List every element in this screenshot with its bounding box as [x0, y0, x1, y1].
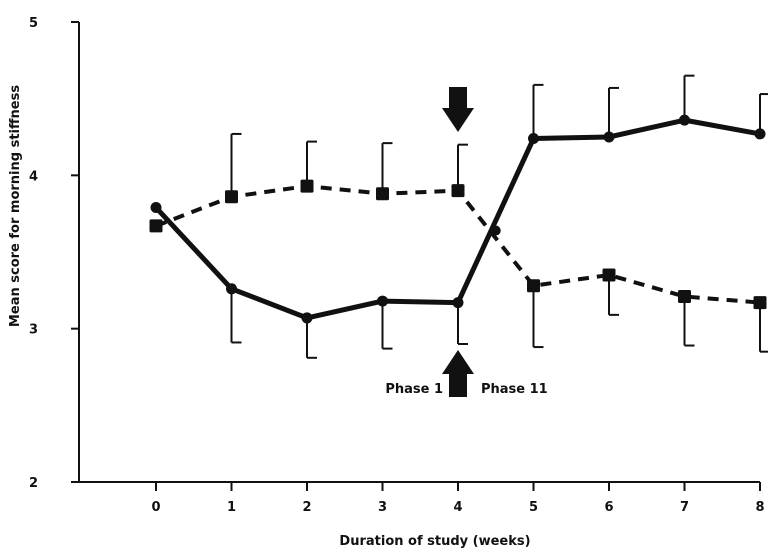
solid-series-point	[528, 133, 539, 145]
dashed-series-line	[155, 184, 761, 305]
line-crossing-point	[490, 225, 501, 236]
solid-series-point	[150, 202, 162, 214]
dashed-series-point	[753, 296, 767, 310]
up-arrow-icon	[442, 350, 474, 397]
x-tick-label: 6	[604, 500, 613, 515]
phase-1-label: Phase 1	[385, 382, 443, 397]
solid-series-point	[679, 114, 690, 126]
x-tick-label: 0	[151, 500, 160, 515]
x-tick-label: 5	[529, 500, 538, 515]
y-axis-label: Mean score for morning stiffness	[8, 85, 23, 327]
tick-group: 0 1 2 3 4 5 6 7 8 2 3 4 5	[29, 16, 765, 515]
dashed-series-point	[225, 190, 238, 204]
annotation-group: Phase 1 Phase 11	[385, 87, 548, 397]
x-tick-label: 1	[227, 500, 236, 515]
y-tick-label: 5	[29, 16, 38, 31]
down-arrow-icon	[442, 87, 474, 132]
solid-series-point	[754, 128, 766, 140]
solid-series-point	[603, 131, 615, 143]
dashed-series-point	[300, 179, 314, 193]
dashed-series-point	[527, 279, 540, 293]
x-axis-label: Duration of study (weeks)	[339, 534, 530, 549]
x-tick-label: 2	[302, 500, 311, 515]
x-tick-label: 8	[755, 500, 764, 515]
solid-series-point	[301, 312, 313, 324]
dashed-series-point	[602, 268, 616, 282]
y-tick-label: 2	[29, 476, 38, 491]
series-group	[149, 74, 768, 359]
axes	[78, 22, 760, 483]
solid-series-point	[377, 295, 388, 307]
dashed-series-point	[149, 219, 163, 233]
dashed-series-point	[451, 184, 465, 198]
solid-series-point	[226, 283, 237, 295]
x-tick-label: 3	[378, 500, 387, 515]
x-tick-label: 7	[680, 500, 689, 515]
solid-series-point	[452, 297, 464, 309]
dashed-series-point	[678, 289, 691, 303]
y-tick-label: 3	[29, 323, 38, 338]
y-tick-label: 4	[29, 169, 38, 184]
phase-11-label: Phase 11	[481, 382, 548, 397]
x-tick-label: 4	[453, 500, 462, 515]
dashed-series-point	[376, 187, 389, 201]
